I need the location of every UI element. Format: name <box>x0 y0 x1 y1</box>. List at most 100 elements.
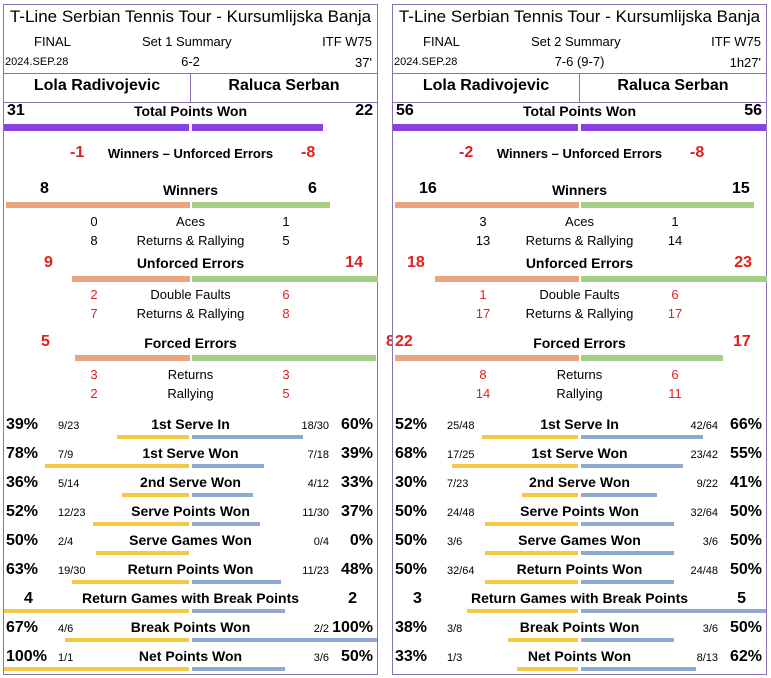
return-games-with-break-points-bar-p1 <box>467 609 578 613</box>
event-label: ITF W75 <box>322 34 372 49</box>
1st-serve-won-bar-p1 <box>45 464 189 468</box>
double-faults-p1: 2 <box>90 287 98 302</box>
forced-errors-label: Forced Errors <box>144 335 237 351</box>
1st-serve-won-p1-fraction: 17/25 <box>447 449 475 461</box>
net-winners-p2: -8 <box>301 144 316 161</box>
return-points-won-p2-value: 50% <box>729 561 762 578</box>
serve-points-won-bar-p2 <box>581 522 674 526</box>
forced-rally-p1: 2 <box>90 386 98 401</box>
aces-p2: 1 <box>282 214 290 229</box>
2nd-serve-won-p2-fraction: 9/22 <box>696 478 718 490</box>
net-winners-p1: -2 <box>459 144 474 161</box>
serve-points-won-label: Serve Points Won <box>520 503 639 519</box>
serve-games-won-p2-fraction: 0/4 <box>313 536 329 548</box>
forced-rally-label: Rallying <box>167 386 214 401</box>
set-score: 6-2 <box>181 54 200 69</box>
net-points-won-bar-p1 <box>4 667 189 671</box>
unforced-errors-label: Unforced Errors <box>136 255 245 271</box>
winners-rally-p1: 8 <box>90 233 98 248</box>
1st-serve-in-p1-fraction: 9/23 <box>58 420 80 432</box>
event-label: ITF W75 <box>711 34 761 49</box>
return-games-with-break-points-p2-value: 2 <box>348 590 357 607</box>
serve-points-won-p2-fraction: 11/30 <box>302 507 329 519</box>
serve-points-won-p2-value: 50% <box>729 503 762 520</box>
winners-bar-p1 <box>6 202 190 208</box>
2nd-serve-won-bar-p2 <box>581 493 657 497</box>
1st-serve-won-p2-value: 39% <box>340 445 373 462</box>
winners-rally-p2: 14 <box>667 233 683 248</box>
winners-rally-label: Returns & Rallying <box>525 233 634 248</box>
winners-bar-p2 <box>581 202 754 208</box>
serve-points-won-p2-fraction: 32/64 <box>690 507 718 519</box>
1st-serve-won-label: 1st Serve Won <box>531 445 628 461</box>
break-points-won-p2-value: 100% <box>332 619 373 636</box>
break-points-won-bar-p2 <box>581 638 674 642</box>
winners-rally-p2: 5 <box>282 233 290 248</box>
net-points-won-p2-value: 62% <box>729 648 762 665</box>
net-points-won-p2-fraction: 3/6 <box>313 652 329 664</box>
unforced-bar-p1 <box>435 276 579 282</box>
forced-returns-label: Returns <box>167 367 214 382</box>
net-points-won-p1-value: 100% <box>6 648 47 665</box>
return-points-won-bar-p2 <box>192 580 281 584</box>
unforced-bar-p1 <box>72 276 190 282</box>
2nd-serve-won-p1-value: 36% <box>6 474 39 491</box>
forced-bar-p1 <box>395 355 579 361</box>
1st-serve-won-p1-value: 78% <box>6 445 39 462</box>
set-1-summary-panel: T-Line Serbian Tennis Tour - Kursumlijsk… <box>3 4 395 675</box>
1st-serve-won-p2-fraction: 23/42 <box>690 449 718 461</box>
2nd-serve-won-p2-value: 33% <box>340 474 373 491</box>
winners-rally-p1: 13 <box>475 233 491 248</box>
1st-serve-in-bar-p2 <box>581 435 703 439</box>
player1-name: Lola Radivojevic <box>33 77 161 94</box>
unforced-errors-p1: 18 <box>407 254 425 271</box>
aces-label: Aces <box>565 214 594 229</box>
1st-serve-won-bar-p2 <box>581 464 683 468</box>
break-points-won-bar-p1 <box>508 638 578 642</box>
total-points-p2: 22 <box>355 102 373 119</box>
serve-points-won-p1-value: 52% <box>6 503 39 520</box>
2nd-serve-won-p2-value: 41% <box>729 474 762 491</box>
player2-name: Raluca Serban <box>228 77 340 94</box>
aces-p2: 1 <box>671 214 679 229</box>
net-points-won-p2-value: 50% <box>340 648 373 665</box>
1st-serve-won-label: 1st Serve Won <box>142 445 239 461</box>
winners-p2: 6 <box>308 180 317 197</box>
1st-serve-won-bar-p1 <box>452 464 578 468</box>
serve-games-won-p1-fraction: 2/4 <box>58 536 74 548</box>
return-points-won-bar-p2 <box>581 580 674 584</box>
total-points-p1: 31 <box>7 102 25 119</box>
total-points-label: Total Points Won <box>133 103 248 119</box>
return-games-with-break-points-p2-value: 5 <box>737 590 746 607</box>
break-points-won-p1-fraction: 3/8 <box>447 623 463 635</box>
unforced-errors-label: Unforced Errors <box>525 255 634 271</box>
forced-bar-p2 <box>581 355 723 361</box>
serve-games-won-p1-value: 50% <box>6 532 39 549</box>
return-points-won-p1-fraction: 32/64 <box>447 565 475 577</box>
1st-serve-in-p2-value: 66% <box>729 416 762 433</box>
forced-returns-p1: 8 <box>479 367 487 382</box>
net-points-won-p1-fraction: 1/1 <box>58 652 74 664</box>
tournament-title: T-Line Serbian Tennis Tour - Kursumlijsk… <box>398 7 761 26</box>
return-games-with-break-points-bar-p2 <box>192 609 285 613</box>
break-points-won-p1-fraction: 4/6 <box>58 623 74 635</box>
1st-serve-won-p1-fraction: 7/9 <box>58 449 74 461</box>
net-points-won-p1-fraction: 1/3 <box>447 652 463 664</box>
unforced-bar-p2 <box>192 276 378 282</box>
return-points-won-bar-p1 <box>72 580 189 584</box>
forced-rally-p2: 11 <box>668 386 682 401</box>
break-points-won-p2-fraction: 2/2 <box>313 623 329 635</box>
winners-label: Winners <box>162 182 219 198</box>
unforced-errors-p1: 9 <box>44 254 53 271</box>
2nd-serve-won-p1-fraction: 5/14 <box>58 478 80 490</box>
net-points-won-bar-p2 <box>192 667 285 671</box>
2nd-serve-won-p1-fraction: 7/23 <box>447 478 469 490</box>
2nd-serve-won-bar-p2 <box>192 493 253 497</box>
1st-serve-won-p2-fraction: 7/18 <box>307 449 329 461</box>
1st-serve-in-bar-p1 <box>482 435 578 439</box>
return-games-with-break-points-bar-p1 <box>4 609 189 613</box>
return-points-won-p2-value: 48% <box>340 561 373 578</box>
double-faults-p2: 6 <box>671 287 679 302</box>
serve-points-won-p1-fraction: 24/48 <box>447 507 475 519</box>
unforced-rally-p1: 7 <box>90 306 98 321</box>
